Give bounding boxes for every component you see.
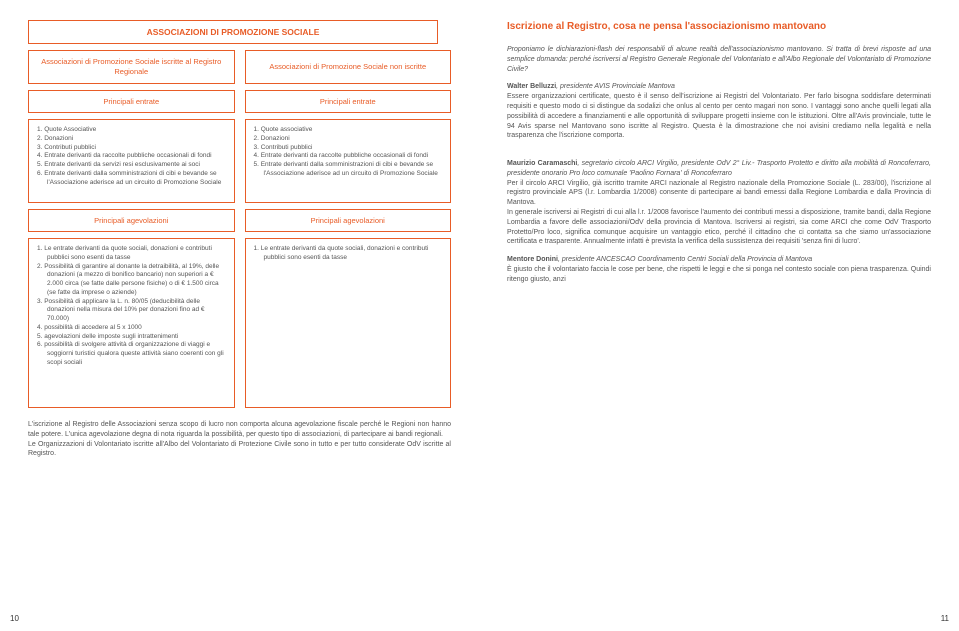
p1-name: Walter Belluzzi <box>507 83 556 90</box>
col-a-h1: Principali entrate <box>37 97 226 106</box>
col-a-h1-box: Principali entrate <box>28 90 235 113</box>
list-item: 4. Entrate derivanti da raccolte pubblic… <box>254 152 443 161</box>
list-item: 3. Possibilità di applicare la L. n. 80/… <box>37 298 226 324</box>
col-b-h2-box: Principali agevolazioni <box>245 209 452 232</box>
list-item: 1. Quote Associative <box>37 126 226 135</box>
p1-role: , presidente AVIS Provinciale Mantova <box>556 83 675 90</box>
col-b-subhead: Associazioni di Promozione Sociale non i… <box>269 62 426 72</box>
list-item: 1. Quote associative <box>254 126 443 135</box>
col-a-h2-box: Principali agevolazioni <box>28 209 235 232</box>
col-b-list2: 1. Le entrate derivanti da quote sociali… <box>254 245 443 263</box>
col-b-h1: Principali entrate <box>254 97 443 106</box>
right-heading: Iscrizione al Registro, cosa ne pensa l'… <box>507 20 931 33</box>
list-item: 4. Entrate derivanti da raccolte pubblic… <box>37 152 226 161</box>
col-a-subhead: Associazioni di Promozione Sociale iscri… <box>37 57 226 77</box>
list-item: 1. Le entrate derivanti da quote sociali… <box>254 245 443 263</box>
main-title: ASSOCIAZIONI DI PROMOZIONE SOCIALE <box>37 27 429 37</box>
main-title-box: ASSOCIAZIONI DI PROMOZIONE SOCIALE <box>28 20 438 44</box>
col-a-list1-box: 1. Quote Associative2. Donazioni3. Contr… <box>28 119 235 203</box>
page-num-left: 10 <box>10 614 19 623</box>
col-a-subhead-box: Associazioni di Promozione Sociale iscri… <box>28 50 235 84</box>
col-a-h2: Principali agevolazioni <box>37 216 226 225</box>
col-b-list2-box: 1. Le entrate derivanti da quote sociali… <box>245 238 452 408</box>
col-a-list1: 1. Quote Associative2. Donazioni3. Contr… <box>37 126 226 187</box>
p3-role: , presidente ANCESCAO Coordinamento Cent… <box>558 256 812 263</box>
p3-name: Mentore Donini <box>507 256 558 263</box>
p2-name: Maurizio Caramaschi <box>507 160 577 167</box>
col-b-h2: Principali agevolazioni <box>254 216 443 225</box>
col-b-list1-box: 1. Quote associative2. Donazioni3. Contr… <box>245 119 452 203</box>
p2-text: Per il circolo ARCI Virgilio, già iscrit… <box>507 180 931 246</box>
list-item: 5. agevolazioni delle imposte sugli intr… <box>37 333 226 342</box>
col-b-subhead-box: Associazioni di Promozione Sociale non i… <box>245 50 452 84</box>
p3-text: È giusto che il volontariato faccia le c… <box>507 266 931 283</box>
list-item: 5. Entrate derivanti da servizi resi esc… <box>37 161 226 170</box>
list-item: 5. Entrate derivanti dalla somministrazi… <box>254 161 443 179</box>
para-3: Mentore Donini, presidente ANCESCAO Coor… <box>507 255 931 284</box>
para-1: Walter Belluzzi, presidente AVIS Provinc… <box>507 82 931 141</box>
list-item: 6. possibilità di svolgere attività di o… <box>37 341 226 367</box>
col-b-h1-box: Principali entrate <box>245 90 452 113</box>
p1-text: Essere organizzazioni certificate, quest… <box>507 93 931 139</box>
list-item: 2. Donazioni <box>37 135 226 144</box>
para-2: Maurizio Caramaschi, segretario circolo … <box>507 149 931 247</box>
list-item: 2. Donazioni <box>254 135 443 144</box>
col-a-list2-box: 1. Le entrate derivanti da quote sociali… <box>28 238 235 408</box>
left-bottom-para: L'iscrizione al Registro delle Associazi… <box>28 420 451 459</box>
col-a-list2: 1. Le entrate derivanti da quote sociali… <box>37 245 226 368</box>
col-b-list1: 1. Quote associative2. Donazioni3. Contr… <box>254 126 443 179</box>
list-item: 3. Contributi pubblici <box>254 144 443 153</box>
list-item: 3. Contributi pubblici <box>37 144 226 153</box>
page-num-right: 11 <box>941 614 949 623</box>
list-item: 6. Entrate derivanti dalla somministrazi… <box>37 170 226 188</box>
list-item: 2. Possibilità di garantire al donante l… <box>37 263 226 298</box>
list-item: 1. Le entrate derivanti da quote sociali… <box>37 245 226 263</box>
right-intro: Proponiamo le dichiarazioni-flash dei re… <box>507 45 931 74</box>
list-item: 4. possibilità di accedere al 5 x 1000 <box>37 324 226 333</box>
